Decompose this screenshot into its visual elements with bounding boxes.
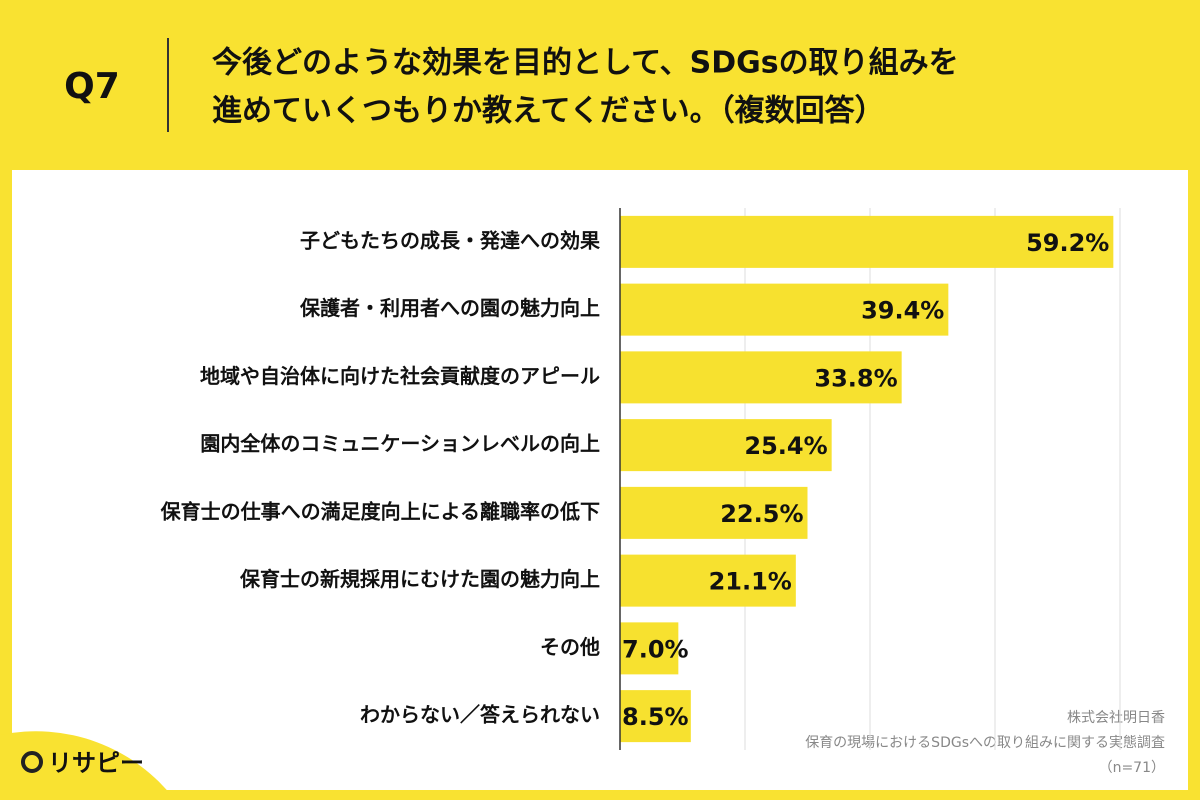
y-tick-label: 保護者・利用者への園の魅力向上 — [299, 296, 600, 320]
source: （n=71） — [1099, 760, 1165, 776]
bar — [620, 283, 949, 336]
bar — [620, 622, 679, 675]
y-tick-label: 子どもたちの成長・発達への効果 — [300, 228, 600, 252]
bar — [620, 215, 1114, 268]
value-label: 39.4% — [861, 297, 944, 325]
value-label: 7.0% — [622, 635, 689, 663]
y-tick-label: その他 — [540, 635, 600, 659]
value-label: 22.5% — [720, 500, 803, 528]
logo-icon — [21, 751, 43, 773]
bar — [620, 419, 832, 472]
y-tick-label: 保育士の仕事への満足度向上による離職率の低下 — [160, 499, 600, 523]
bar — [620, 690, 691, 743]
value-label: 8.5% — [622, 703, 689, 731]
y-tick-label: 地域や自治体に向けた社会貢献度のアピール — [200, 364, 600, 388]
chart-title: 進めていくつもりか教えてください。（複数回答） — [212, 94, 885, 129]
question-label: Q7 — [64, 66, 120, 107]
value-label: 25.4% — [744, 432, 827, 460]
y-tick-label: 園内全体のコミュニケーションレベルの向上 — [200, 432, 600, 456]
value-label: 21.1% — [709, 568, 792, 596]
logo-badge — [0, 731, 175, 800]
value-label: 33.8% — [814, 364, 897, 392]
chart-title: 今後どのような効果を目的として、SDGsの取り組みを — [212, 46, 959, 81]
source: 保育の現場におけるSDGsへの取り組みに関する実態調査 — [805, 735, 1165, 751]
y-tick-label: わからない／答えられない — [360, 703, 600, 727]
bar — [620, 486, 808, 539]
source: 株式会社明日香 — [1067, 710, 1165, 726]
bar — [620, 351, 902, 404]
logo: リサピー — [48, 749, 144, 777]
bar — [620, 554, 796, 607]
value-label: 59.2% — [1026, 229, 1109, 257]
panel — [12, 170, 1188, 790]
y-tick-label: 保育士の新規採用にむけた園の魅力向上 — [239, 567, 600, 591]
